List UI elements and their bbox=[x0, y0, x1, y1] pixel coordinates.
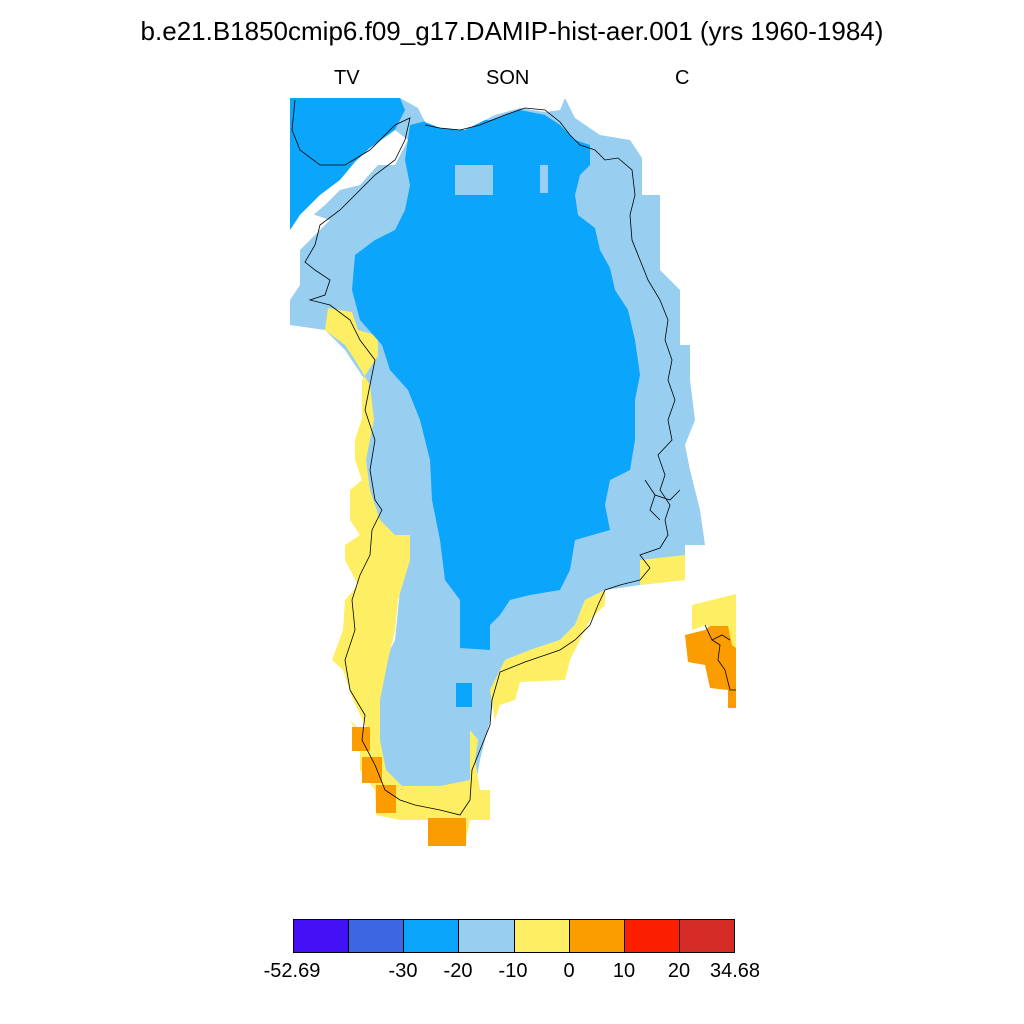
colorbar-label-6: 20 bbox=[667, 960, 691, 982]
center-subtitle: SON bbox=[486, 67, 530, 89]
colorbar-box-4 bbox=[459, 920, 515, 952]
colorbar bbox=[293, 919, 735, 953]
colorbar-box-7 bbox=[624, 920, 680, 952]
region-blue-small bbox=[456, 683, 472, 707]
region-blue-northwest bbox=[290, 98, 405, 230]
region-blue-interior bbox=[352, 110, 640, 650]
colorbar-box-2 bbox=[349, 920, 405, 952]
sea-gap-north bbox=[400, 98, 565, 130]
coastline-island bbox=[704, 624, 736, 691]
colorbar-box-1 bbox=[294, 920, 350, 952]
region-yellow-eastcoast bbox=[640, 555, 685, 585]
light-patch-north2 bbox=[540, 165, 548, 193]
colorbar-label-5: 10 bbox=[612, 960, 636, 982]
colorbar-label-3: -10 bbox=[498, 960, 528, 982]
region-yellow-west bbox=[325, 308, 480, 800]
colorbar-box-3 bbox=[404, 920, 460, 952]
region-orange-s bbox=[428, 818, 466, 846]
colorbar-label-max: 34.68 bbox=[709, 960, 761, 982]
coastline-fjord-east bbox=[644, 479, 681, 521]
colorbar-label-min: -52.69 bbox=[263, 960, 321, 982]
light-patch-north bbox=[455, 165, 493, 195]
colorbar-box-5 bbox=[514, 920, 570, 952]
plot-title: b.e21.B1850cmip6.f09_g17.DAMIP-hist-aer.… bbox=[140, 16, 884, 46]
region-orange-sw3 bbox=[376, 785, 396, 813]
colorbar-box-8 bbox=[679, 920, 734, 952]
region-orange-sw1 bbox=[352, 727, 370, 751]
sea-gap-northwest bbox=[290, 130, 408, 240]
colorbar-label-4: 0 bbox=[563, 960, 575, 982]
left-subtitle: TV bbox=[334, 67, 360, 89]
colorbar-label-2: -20 bbox=[443, 960, 473, 982]
region-orange-island bbox=[685, 626, 736, 708]
coastline bbox=[291, 99, 676, 816]
colorbar-label-1: -30 bbox=[388, 960, 418, 982]
region-yellow-southeast bbox=[490, 590, 605, 720]
colorbar-box-6 bbox=[569, 920, 625, 952]
right-subtitle: C bbox=[675, 67, 690, 89]
region-orange-sw2 bbox=[362, 757, 382, 783]
